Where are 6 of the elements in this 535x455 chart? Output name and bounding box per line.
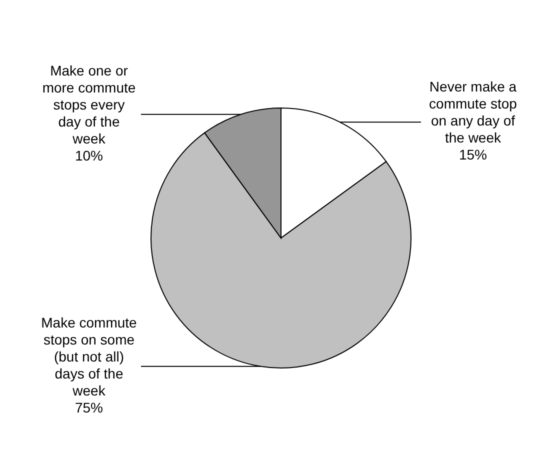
data-label: 75% — [74, 399, 104, 416]
data-label: 10% — [74, 147, 104, 164]
slice-label: Make commute stops on some (but not all) days of the week — [41, 314, 138, 398]
slice-label: Never make a commute stop on any day of the week — [429, 78, 518, 146]
slice-label: Make one or more commute stops every day of the week — [42, 62, 136, 146]
data-label: 15% — [458, 146, 488, 163]
